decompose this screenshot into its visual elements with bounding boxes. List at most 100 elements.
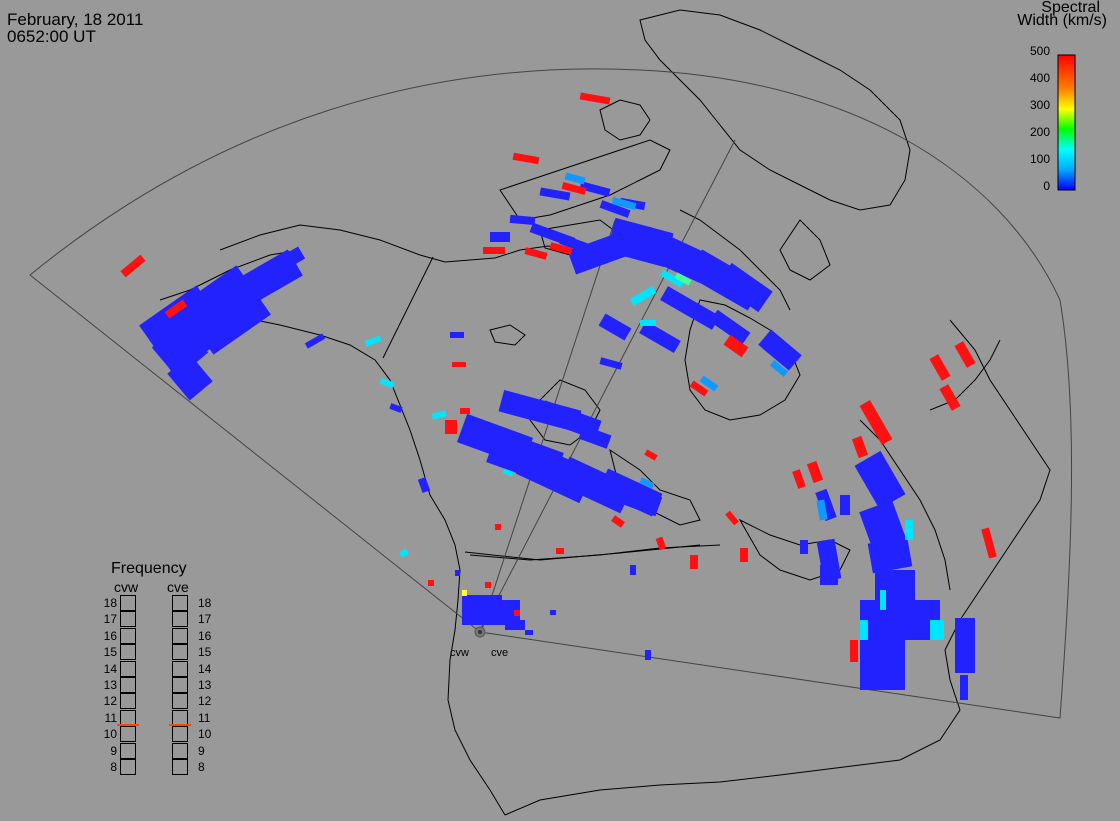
scatter-cell — [364, 335, 382, 347]
frequency-level-label-left: 9 — [110, 743, 117, 758]
scatter-cell — [939, 384, 961, 411]
scatter-cell — [120, 254, 146, 278]
frequency-cell — [172, 611, 188, 628]
scatter-cell — [379, 377, 395, 389]
scatter-cell — [639, 320, 681, 354]
scatter-cell — [495, 524, 501, 530]
frequency-level-label-left: 11 — [104, 710, 117, 725]
radar-site-markers — [474, 626, 486, 638]
scatter-cell — [655, 536, 667, 551]
scatter-cell — [509, 214, 536, 226]
scatter-cell — [709, 309, 751, 345]
frequency-cell — [172, 742, 188, 759]
frequency-level-label-left: 8 — [110, 760, 117, 774]
scatter-cell — [490, 232, 510, 242]
scatter-cell — [450, 332, 464, 338]
scatter-cell — [880, 590, 886, 610]
radar-site-center — [478, 630, 482, 634]
frequency-cell — [120, 627, 136, 644]
scatter-cell — [549, 242, 573, 255]
frequency-cell — [172, 627, 188, 644]
frequency-selected-marker — [169, 723, 191, 726]
scatter-cell — [806, 460, 824, 484]
frequency-level-label-left: 18 — [103, 596, 117, 610]
scatter-cell — [860, 640, 905, 690]
scatter-cell — [167, 354, 213, 401]
scatter-cell — [792, 469, 806, 489]
scatter-cell — [599, 200, 631, 218]
scatter-cell — [954, 341, 976, 368]
frequency-level-label-right: 11 — [198, 710, 211, 725]
frequency-level-label-left: 14 — [103, 661, 117, 676]
scatter-cell — [851, 435, 869, 459]
scatter-cell — [524, 247, 548, 260]
frequency-cell — [120, 726, 136, 743]
scatter-cell — [859, 400, 893, 445]
colorbar-tick: 500 — [1029, 44, 1050, 58]
scatter-cell — [598, 313, 632, 341]
scatter-cell — [428, 580, 434, 586]
scatter-cell — [905, 520, 913, 540]
frequency-cell — [120, 693, 136, 710]
frequency-level-label-right: 13 — [198, 678, 212, 692]
scatter-cell — [512, 152, 540, 165]
scatter-cell — [816, 499, 828, 521]
frequency-cell — [120, 759, 136, 775]
colorbar-tick: 400 — [1029, 71, 1050, 85]
scatter-cell — [539, 187, 571, 201]
frequency-level-label-right: 17 — [198, 612, 212, 627]
frequency-selected-marker — [117, 723, 139, 726]
radar-site-label-cvw: cvw — [450, 647, 469, 659]
scatter-cell — [725, 510, 739, 526]
scatter-cell — [960, 675, 968, 700]
scatter-cell — [559, 234, 596, 256]
frequency-level-label-left: 13 — [103, 678, 117, 692]
frequency-level-label-right: 14 — [198, 661, 212, 676]
scatter-cell — [462, 590, 467, 596]
scatter-cell — [617, 483, 663, 517]
scatter-cell — [452, 362, 466, 367]
frequency-cell — [120, 742, 136, 759]
scatter-cell — [399, 548, 409, 558]
scatter-cell — [455, 570, 460, 576]
frequency-cell — [120, 644, 136, 661]
colorbar-tick: 100 — [1029, 152, 1050, 166]
frequency-cell — [172, 726, 188, 743]
frequency-level-label-right: 15 — [198, 645, 212, 660]
frequency-level-label-right: 9 — [198, 743, 205, 758]
scatter-cell — [659, 269, 685, 288]
scatter-cell — [955, 618, 975, 673]
scatter-cell — [690, 555, 698, 569]
scatter-cell — [674, 272, 692, 286]
scatter-cell — [611, 197, 637, 210]
scatter-cell — [800, 540, 808, 554]
scatter-cell — [502, 468, 514, 477]
scatter-cell — [981, 527, 997, 559]
colorbar-title-line1: Spectral — [1041, 0, 1100, 16]
scatter-cell — [723, 334, 749, 358]
scatter-cell — [929, 354, 951, 381]
frequency-level-label-left: 16 — [103, 628, 117, 643]
scatter-cell — [859, 500, 906, 550]
scatter-cell — [445, 420, 457, 434]
frequency-cell — [120, 595, 136, 611]
scatter-cell — [550, 610, 556, 615]
frequency-radar-label-cvw: cvw — [114, 579, 139, 595]
scatter-cell — [460, 408, 470, 414]
frequency-cell — [120, 611, 136, 628]
scatter-cell — [561, 182, 587, 195]
scatter-cell — [556, 456, 634, 514]
scatter-cell — [840, 495, 850, 515]
frequency-level-label-right: 12 — [198, 694, 212, 709]
scatter-cell — [389, 403, 403, 413]
scatter-cell — [860, 620, 868, 640]
date-label: February, 18 2011 — [7, 10, 144, 29]
frequency-level-label-right: 10 — [198, 727, 212, 742]
frequency-level-label-right: 8 — [198, 760, 205, 774]
frequency-level-label-right: 16 — [198, 628, 212, 643]
scatter-cell — [717, 262, 773, 313]
scatter-cell — [483, 247, 505, 254]
frequency-level-label-right: 18 — [198, 596, 212, 610]
scatter-cell — [699, 375, 719, 392]
frequency-cell — [120, 677, 136, 693]
